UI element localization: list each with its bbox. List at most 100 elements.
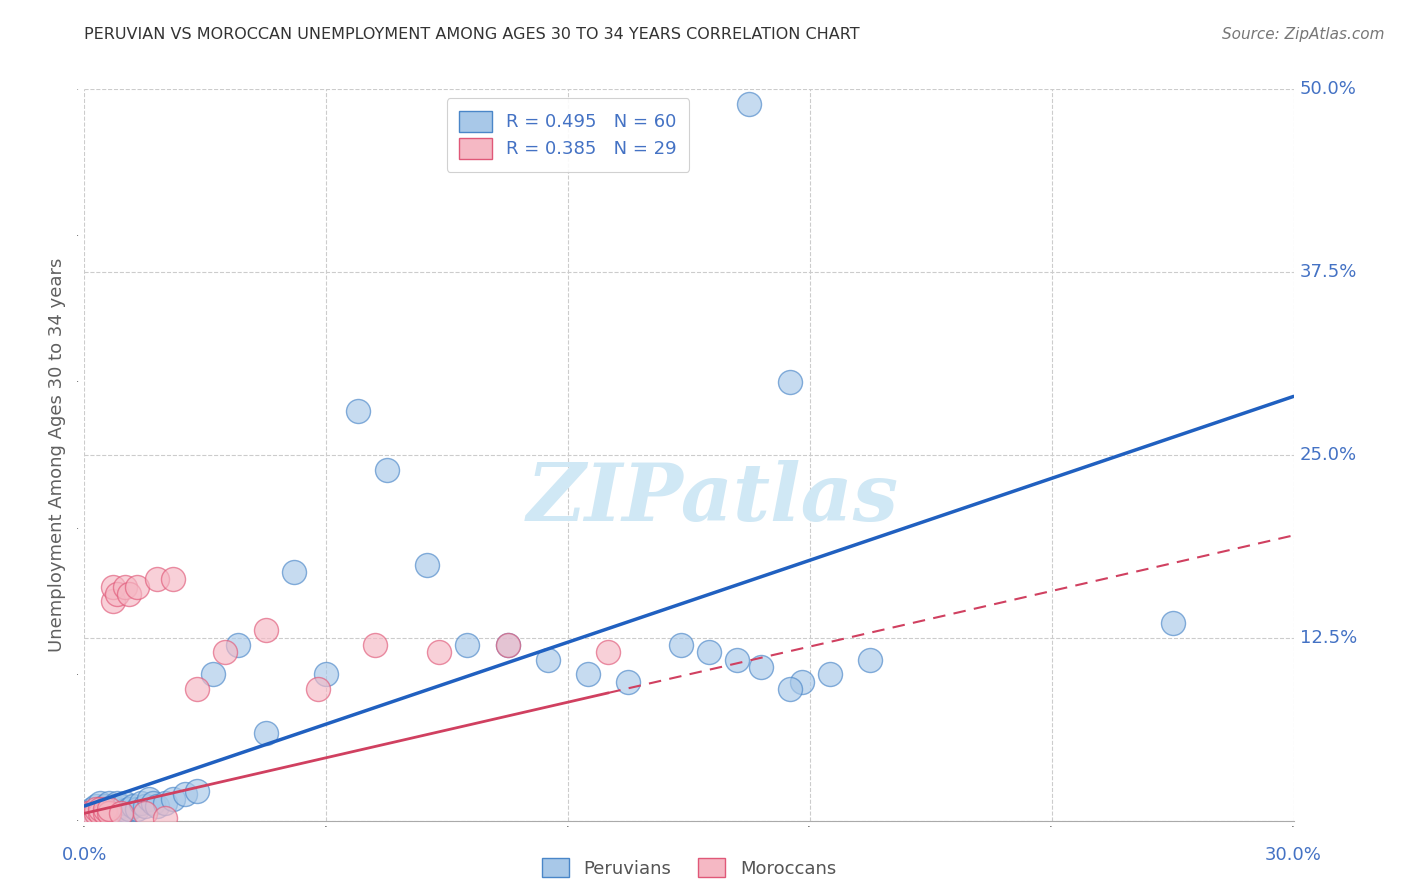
Point [86,805,108,819]
Point [153,811,176,825]
Point [93,802,115,816]
Point [89,796,111,810]
Point [456,638,478,652]
Text: PERUVIAN VS MOROCCAN UNEMPLOYMENT AMONG AGES 30 TO 34 YEARS CORRELATION CHART: PERUVIAN VS MOROCCAN UNEMPLOYMENT AMONG … [84,27,860,42]
Point [93,806,115,821]
Point [134,806,156,821]
Point [101,804,124,818]
Point [363,638,385,652]
Point [790,674,813,689]
Point [114,580,136,594]
Point [118,587,141,601]
Point [105,587,128,601]
Point [142,796,165,810]
Point [101,580,124,594]
Point [129,796,152,810]
Point [496,638,519,652]
Point [669,638,692,652]
Point [101,806,124,821]
Point [576,667,599,681]
Point [101,594,124,608]
Point [105,806,128,821]
Point [93,804,115,818]
Point [146,572,169,586]
Point [121,799,143,814]
Text: 37.5%: 37.5% [1299,263,1357,281]
Point [725,653,748,667]
Point [82,806,104,821]
Text: 25.0%: 25.0% [1299,446,1357,464]
Point [779,375,801,389]
Text: 50.0%: 50.0% [1299,80,1357,98]
Point [347,404,370,418]
Point [138,791,160,805]
Point [125,802,148,816]
Text: 12.5%: 12.5% [1299,629,1357,647]
Point [114,796,136,810]
Point [283,565,305,579]
Point [186,784,208,798]
Point [162,572,184,586]
Legend: Peruvians, Moroccans: Peruvians, Moroccans [534,851,844,885]
Point [93,806,115,821]
Point [174,787,197,801]
Point [214,645,236,659]
Point [134,799,156,814]
Text: Source: ZipAtlas.com: Source: ZipAtlas.com [1222,27,1385,42]
Point [118,802,141,816]
Point [186,681,208,696]
Point [375,462,398,476]
Point [97,802,120,816]
Point [537,653,560,667]
Point [89,802,111,816]
Point [97,802,120,816]
Text: 0.0%: 0.0% [62,847,107,864]
Point [105,796,128,810]
Point [125,580,148,594]
Point [859,653,882,667]
Point [97,806,120,821]
Point [93,799,115,814]
Point [77,806,100,821]
Point [110,799,132,814]
Point [162,791,184,805]
Point [101,799,124,814]
Point [114,804,136,818]
Point [818,667,841,681]
Point [496,638,519,652]
Point [315,667,337,681]
Point [226,638,249,652]
Point [86,799,108,814]
Point [89,806,111,821]
Point [82,806,104,821]
Text: ZIPatlas: ZIPatlas [527,460,900,538]
Point [427,645,450,659]
Point [254,726,277,740]
Point [97,806,120,821]
Point [202,667,225,681]
Point [1161,616,1184,631]
Point [153,796,176,810]
Point [697,645,720,659]
Point [598,645,620,659]
Point [86,806,108,821]
Point [307,681,329,696]
Point [105,802,128,816]
Point [416,558,439,572]
Y-axis label: Unemployment Among Ages 30 to 34 years: Unemployment Among Ages 30 to 34 years [48,258,66,652]
Point [751,660,773,674]
Point [146,799,169,814]
Point [254,624,277,638]
Point [110,806,132,821]
Point [86,802,108,816]
Point [89,806,111,821]
Point [779,681,801,696]
Point [77,806,100,821]
Point [617,674,640,689]
Point [82,802,104,816]
Point [110,806,132,821]
Point [97,796,120,810]
Point [738,96,761,111]
Text: 30.0%: 30.0% [1265,847,1322,864]
Point [89,802,111,816]
